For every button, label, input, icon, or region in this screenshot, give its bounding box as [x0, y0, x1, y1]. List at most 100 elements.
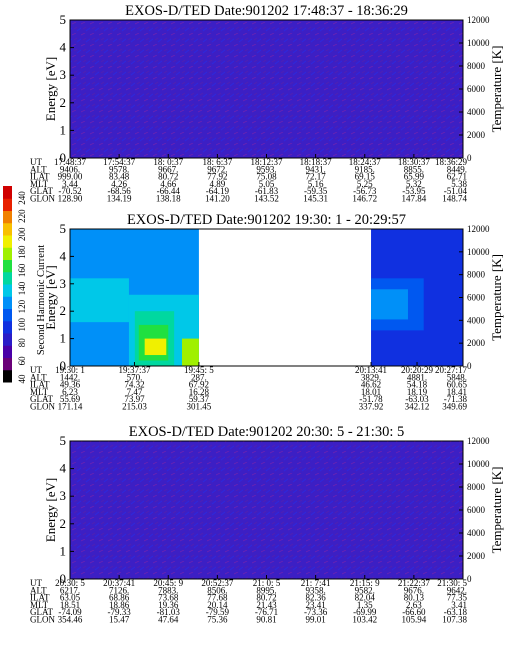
table-cell: 20:13:41: [355, 365, 387, 375]
table-cell: 20:27:17: [435, 365, 468, 375]
y2-tick-label: 0: [467, 361, 472, 371]
table-cell: 8855.: [404, 164, 424, 174]
table-cell: 2.63: [406, 600, 422, 610]
table-cell: 3.44: [62, 179, 78, 189]
heatmap-cell: [182, 338, 199, 366]
table-cell: 8449.: [447, 164, 467, 174]
colorbar-segment: [3, 198, 12, 211]
table-row-label: UT: [30, 157, 42, 167]
table-cell: 19:30: 1: [55, 365, 85, 375]
colorbar-tick-label: 140: [17, 281, 27, 295]
table-cell: 18:12:37: [250, 157, 283, 167]
y-tick-label: 1: [60, 331, 67, 346]
table-cell: 21:22:37: [398, 578, 431, 588]
y-axis-label: Energy [eV]: [43, 57, 58, 121]
table-cell: 20:30: 5: [55, 578, 85, 588]
table-cell: 148.74: [442, 194, 467, 204]
colorbar-tick-label: 80: [17, 338, 27, 348]
table-cell: 9406.: [60, 164, 80, 174]
colorbar-segment: [3, 308, 12, 322]
colorbar-segment: [3, 284, 12, 297]
table-cell: -79.59: [206, 607, 230, 617]
table-cell: 4881.: [407, 372, 427, 382]
colorbar-tick-label: 160: [17, 263, 27, 277]
table-row-label: MLT: [30, 600, 49, 610]
table-row-label: ALT: [30, 585, 47, 595]
table-cell: 99.01: [306, 615, 326, 625]
table-cell: 9642.: [447, 585, 467, 595]
table-cell: 4.26: [111, 179, 127, 189]
y-tick-label: 3: [60, 67, 67, 82]
y2-tick-label: 10000: [467, 459, 490, 469]
y2-tick-label: 10000: [467, 247, 490, 257]
table-cell: 21.43: [256, 600, 277, 610]
table-cell: 80.72: [256, 593, 276, 603]
table-row-label: GLON: [30, 402, 55, 412]
table-cell: 5.16: [308, 179, 324, 189]
colorbar-segment: [3, 186, 12, 199]
table-cell: 147.84: [402, 194, 427, 204]
table-cell: 21: 7:41: [301, 578, 331, 588]
table-cell: 49.36: [60, 380, 81, 390]
table-cell: 141.20: [205, 194, 230, 204]
y2-tick-label: 4000: [467, 315, 486, 325]
colorbar-tick-label: 40: [17, 374, 27, 384]
table-cell: -71.38: [444, 394, 468, 404]
table-cell: 354.46: [58, 615, 83, 625]
y-tick-label: 1: [60, 122, 67, 137]
table-cell: 19:37:37: [118, 365, 151, 375]
table-row-label: UT: [30, 578, 42, 588]
table-cell: 74.32: [124, 380, 144, 390]
table-cell: 75.36: [207, 615, 228, 625]
table-cell: 80.72: [158, 172, 178, 182]
colorbar-segment: [3, 296, 12, 309]
y2-tick-label: 6000: [467, 293, 486, 303]
y2-axis-label: Temperature [K]: [489, 467, 504, 554]
y-tick-label: 5: [60, 221, 67, 236]
heatmap-cell: [70, 278, 129, 323]
colorbar-segment: [3, 345, 12, 358]
y-tick-label: 0: [60, 358, 67, 373]
table-cell: 46.62: [361, 380, 381, 390]
table-cell: 59.37: [189, 394, 210, 404]
heatmap-cell: [371, 289, 408, 320]
table-cell: 146.72: [352, 194, 377, 204]
y-tick-label: 5: [60, 433, 67, 448]
table-cell: 18: 0:37: [153, 157, 183, 167]
table-row-label: UT: [30, 365, 42, 375]
table-cell: -66.44: [157, 186, 181, 196]
table-cell: 62.71: [447, 172, 467, 182]
colorbar-segment: [3, 210, 12, 224]
panel-title: EXOS-D/TED Date:901202 20:30: 5 - 21:30:…: [129, 424, 404, 440]
colorbar-segment: [3, 320, 12, 334]
table-cell: 17:48:37: [54, 157, 87, 167]
colorbar-segment: [3, 247, 12, 260]
table-cell: 18:36:29: [435, 157, 468, 167]
colorbar-tick-label: 180: [17, 245, 27, 259]
y2-tick-label: 4000: [467, 107, 486, 117]
table-cell: 75.08: [256, 172, 277, 182]
table-cell: 69.15: [355, 172, 376, 182]
table-cell: 83.48: [109, 172, 130, 182]
table-cell: 8506.: [207, 585, 227, 595]
heatmap-background: [70, 20, 463, 158]
table-cell: 18:30:37: [398, 157, 431, 167]
y2-tick-label: 4000: [467, 528, 486, 538]
table-cell: -81.03: [157, 607, 181, 617]
y2-tick-label: 0: [467, 574, 472, 584]
table-cell: 215.03: [122, 402, 147, 412]
table-cell: 20.14: [207, 600, 228, 610]
table-cell: 145.31: [303, 194, 328, 204]
table-cell: 18.51: [60, 600, 80, 610]
panel-3: EXOS-D/TED Date:901202 20:30: 5 - 21:30:…: [30, 424, 504, 625]
y2-tick-label: 8000: [467, 270, 486, 280]
colorbar-tick-label: 120: [17, 299, 27, 313]
table-cell: 80.13: [404, 593, 425, 603]
table-cell: 171.14: [58, 402, 83, 412]
y2-tick-label: 0: [467, 153, 472, 163]
table-cell: 143.52: [254, 194, 279, 204]
colorbar-tick-label: 100: [17, 317, 27, 331]
table-cell: 73.68: [158, 593, 179, 603]
table-cell: -79.33: [108, 607, 132, 617]
